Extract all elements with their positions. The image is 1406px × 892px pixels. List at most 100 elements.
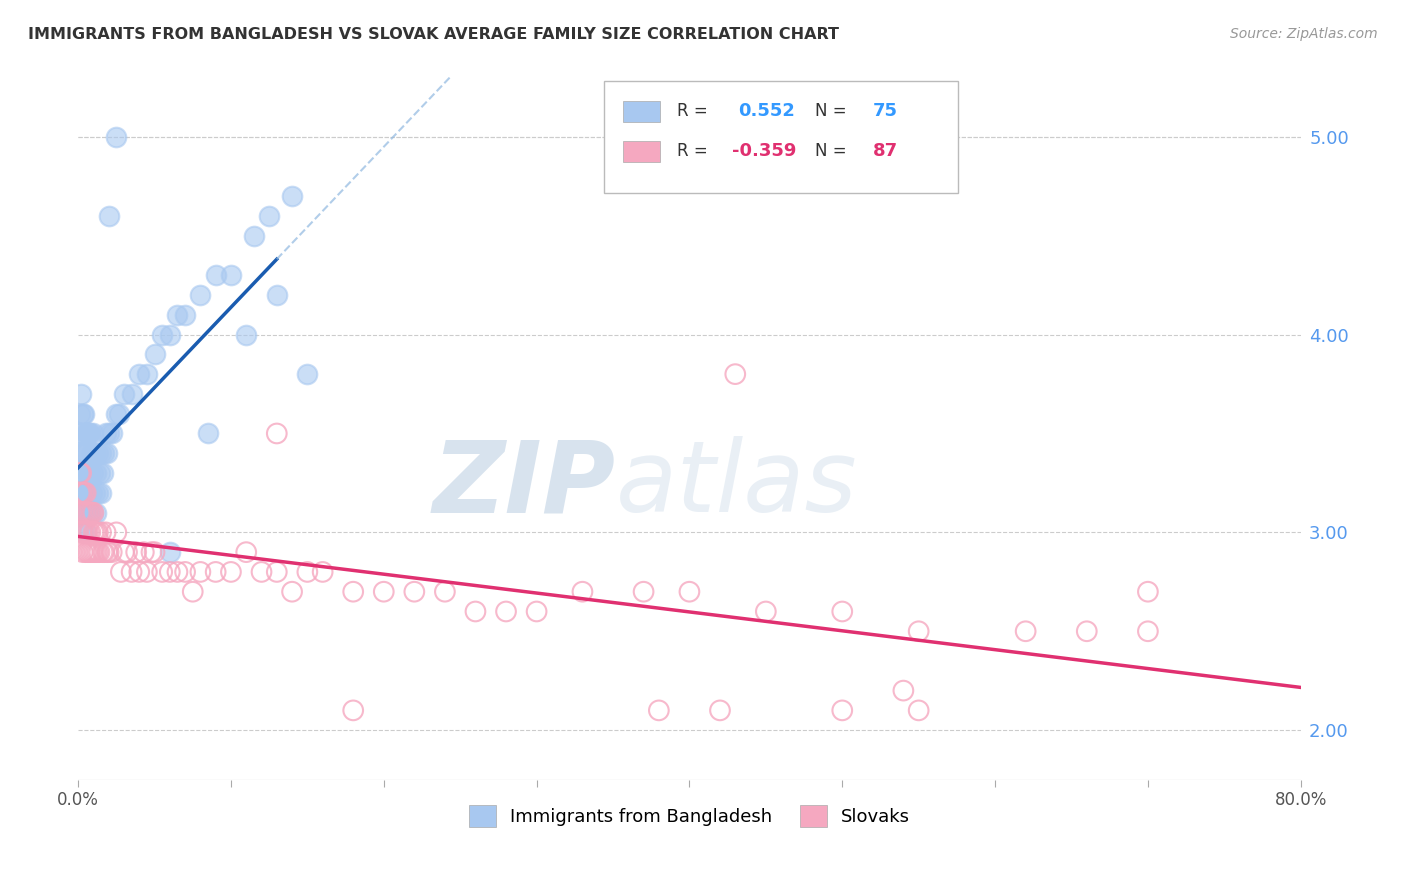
Point bbox=[135, 367, 157, 381]
Point bbox=[77, 466, 100, 480]
Point bbox=[105, 525, 128, 540]
Point bbox=[89, 466, 111, 480]
Point bbox=[73, 506, 96, 520]
Point bbox=[80, 545, 103, 559]
Point bbox=[75, 485, 97, 500]
Point bbox=[90, 446, 112, 460]
Point bbox=[311, 565, 333, 579]
Text: Source: ZipAtlas.com: Source: ZipAtlas.com bbox=[1230, 27, 1378, 41]
Text: IMMIGRANTS FROM BANGLADESH VS SLOVAK AVERAGE FAMILY SIZE CORRELATION CHART: IMMIGRANTS FROM BANGLADESH VS SLOVAK AVE… bbox=[28, 27, 839, 42]
Text: -0.359: -0.359 bbox=[733, 142, 797, 161]
Point bbox=[75, 426, 97, 441]
Point bbox=[893, 683, 915, 698]
Point bbox=[87, 446, 110, 460]
Point bbox=[82, 426, 104, 441]
Point bbox=[190, 288, 212, 302]
Legend: Immigrants from Bangladesh, Slovaks: Immigrants from Bangladesh, Slovaks bbox=[461, 797, 917, 834]
Point bbox=[97, 426, 120, 441]
Point bbox=[159, 545, 181, 559]
Point bbox=[72, 545, 94, 559]
Point bbox=[87, 485, 110, 500]
Point bbox=[342, 703, 364, 717]
FancyBboxPatch shape bbox=[623, 141, 659, 161]
Point bbox=[77, 545, 100, 559]
Point bbox=[86, 525, 108, 540]
Point bbox=[526, 605, 548, 619]
Point bbox=[93, 545, 115, 559]
Point bbox=[76, 506, 98, 520]
Point bbox=[132, 545, 155, 559]
Point bbox=[121, 387, 143, 401]
Point bbox=[159, 327, 181, 342]
Point bbox=[94, 426, 117, 441]
Point bbox=[72, 525, 94, 540]
Point bbox=[76, 426, 98, 441]
Text: atlas: atlas bbox=[616, 436, 858, 533]
Point bbox=[678, 584, 700, 599]
Point bbox=[75, 446, 97, 460]
FancyBboxPatch shape bbox=[603, 81, 959, 194]
Point bbox=[80, 446, 103, 460]
Point bbox=[166, 308, 188, 322]
Point bbox=[70, 506, 93, 520]
Point bbox=[297, 367, 319, 381]
Point bbox=[77, 506, 100, 520]
Point bbox=[297, 565, 319, 579]
Point bbox=[70, 466, 93, 480]
Point bbox=[76, 545, 98, 559]
Point bbox=[433, 584, 456, 599]
Point bbox=[235, 327, 257, 342]
Point bbox=[219, 565, 242, 579]
Point bbox=[72, 446, 94, 460]
Point bbox=[831, 703, 853, 717]
Point bbox=[110, 565, 132, 579]
Point bbox=[1014, 624, 1036, 639]
Point bbox=[174, 565, 197, 579]
Point bbox=[266, 565, 288, 579]
Point bbox=[135, 565, 157, 579]
Point bbox=[90, 525, 112, 540]
Point bbox=[70, 485, 93, 500]
Point bbox=[70, 525, 93, 540]
Point bbox=[80, 506, 103, 520]
Point bbox=[571, 584, 593, 599]
Point bbox=[166, 565, 188, 579]
Point bbox=[831, 605, 853, 619]
Point bbox=[141, 545, 163, 559]
Point bbox=[82, 506, 104, 520]
Point bbox=[72, 466, 94, 480]
Point bbox=[257, 209, 280, 223]
Point bbox=[82, 506, 104, 520]
Point bbox=[75, 506, 97, 520]
Point bbox=[84, 525, 107, 540]
Point bbox=[70, 506, 93, 520]
Point bbox=[150, 327, 173, 342]
Point bbox=[75, 525, 97, 540]
Point bbox=[73, 446, 96, 460]
Point bbox=[89, 545, 111, 559]
Text: R =: R = bbox=[678, 103, 713, 120]
Point bbox=[709, 703, 731, 717]
Point bbox=[82, 466, 104, 480]
Point bbox=[633, 584, 655, 599]
Point bbox=[197, 426, 219, 441]
Point bbox=[73, 525, 96, 540]
Point bbox=[73, 407, 96, 421]
Point bbox=[79, 545, 101, 559]
Point bbox=[70, 466, 93, 480]
Point bbox=[73, 485, 96, 500]
Point bbox=[76, 466, 98, 480]
Point bbox=[143, 545, 166, 559]
Point bbox=[82, 545, 104, 559]
Point bbox=[907, 624, 929, 639]
Text: ZIP: ZIP bbox=[433, 436, 616, 533]
Point bbox=[69, 426, 91, 441]
Point bbox=[250, 565, 273, 579]
Point bbox=[70, 426, 93, 441]
Text: 75: 75 bbox=[873, 103, 898, 120]
Point bbox=[79, 466, 101, 480]
Point bbox=[495, 605, 517, 619]
Point bbox=[115, 545, 138, 559]
Point bbox=[100, 426, 122, 441]
Point bbox=[281, 189, 304, 203]
